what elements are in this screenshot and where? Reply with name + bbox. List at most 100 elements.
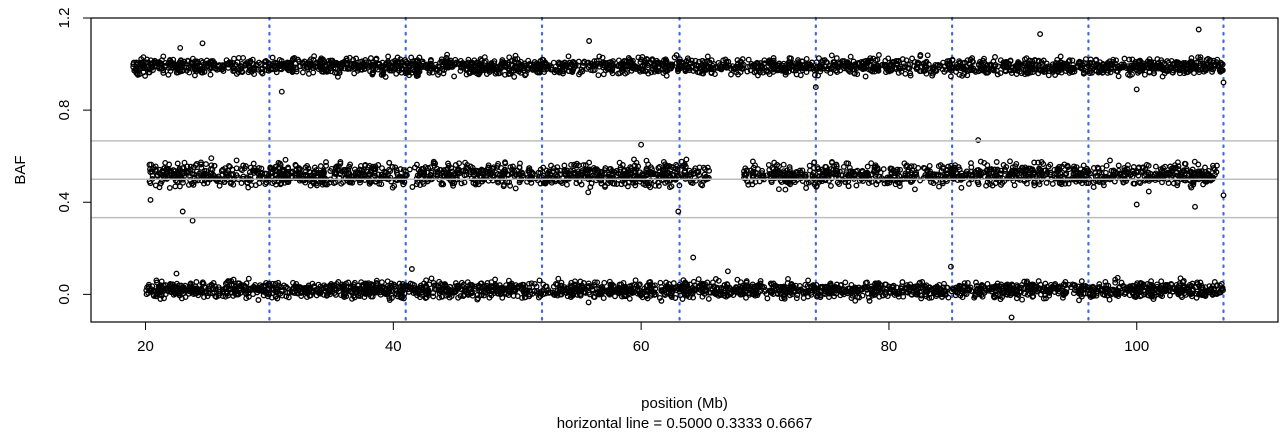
data-point: [413, 73, 420, 80]
data-point: [426, 65, 433, 72]
data-point: [1106, 63, 1113, 70]
data-point: [1112, 65, 1119, 71]
data-point: [682, 68, 689, 75]
data-point: [1115, 162, 1122, 169]
data-point: [1199, 66, 1206, 73]
data-point: [821, 63, 828, 69]
data-point: [299, 69, 306, 76]
data-point: [685, 57, 692, 64]
data-point: [1191, 70, 1197, 77]
data-point: [172, 183, 179, 190]
data-point: [385, 53, 392, 60]
data-point: [133, 66, 140, 73]
data-point: [576, 71, 582, 78]
data-point: [1052, 72, 1059, 78]
data-point: [953, 61, 960, 68]
data-point: [216, 62, 223, 69]
data-point: [683, 156, 690, 163]
data-point: [163, 62, 170, 69]
data-point-outlier: [586, 38, 593, 44]
data-point: [479, 67, 486, 74]
data-point: [593, 58, 600, 64]
data-point: [749, 158, 756, 165]
data-point: [568, 61, 575, 67]
data-point: [862, 73, 869, 80]
data-point: [1013, 71, 1020, 77]
data-point: [1103, 162, 1110, 169]
data-point: [704, 53, 711, 60]
data-point: [1176, 60, 1183, 67]
data-point: [192, 58, 198, 65]
data-point: [444, 51, 451, 58]
data-point-outlier: [638, 141, 645, 148]
data-point: [1115, 73, 1122, 80]
data-point: [165, 71, 172, 78]
data-point: [1099, 69, 1106, 76]
data-point: [716, 64, 723, 71]
data-point: [522, 72, 528, 79]
data-point: [992, 54, 998, 60]
data-point: [1168, 65, 1175, 72]
data-point: [1135, 69, 1141, 76]
data-point: [1164, 66, 1171, 73]
data-point: [1219, 67, 1226, 74]
data-point: [568, 161, 575, 168]
data-point: [1217, 59, 1224, 66]
data-point: [320, 58, 327, 65]
data-point: [914, 59, 921, 66]
data-point: [216, 182, 223, 189]
data-point: [775, 186, 782, 193]
data-point: [1121, 63, 1128, 70]
data-point: [944, 60, 951, 67]
data-point: [902, 70, 909, 77]
data-point: [317, 163, 324, 170]
data-point: [511, 73, 518, 80]
data-point: [1141, 71, 1148, 78]
data-point: [923, 70, 930, 77]
data-point: [419, 58, 426, 65]
data-point: [811, 72, 818, 78]
data-point: [208, 155, 215, 162]
data-point: [1007, 158, 1013, 165]
data-point: [934, 62, 941, 69]
data-point: [675, 68, 681, 75]
data-point: [1022, 71, 1028, 78]
data-point: [1049, 63, 1056, 70]
data-point: [909, 55, 916, 62]
data-point: [803, 185, 810, 191]
data-point: [234, 59, 241, 66]
data-point: [282, 156, 289, 163]
data-point: [1090, 184, 1097, 191]
data-point: [406, 166, 413, 173]
data-point: [745, 56, 752, 63]
data-point: [166, 184, 173, 191]
data-point: [427, 57, 434, 63]
data-point: [491, 58, 498, 65]
data-point: [438, 58, 445, 65]
data-point: [367, 55, 374, 62]
data-point: [272, 59, 279, 66]
data-point: [882, 57, 889, 64]
data-point: [815, 72, 822, 79]
data-point: [1057, 53, 1064, 60]
data-point: [671, 54, 678, 61]
data-point: [789, 60, 796, 67]
data-point: [203, 161, 209, 168]
data-point: [961, 59, 968, 66]
data-point: [683, 62, 690, 68]
data-point: [1055, 68, 1062, 75]
data-point: [194, 59, 201, 66]
data-point: [568, 63, 575, 70]
data-point-outlier: [147, 196, 154, 203]
data-point: [1005, 60, 1012, 67]
data-point: [830, 59, 837, 66]
data-point: [912, 59, 918, 65]
data-point: [1014, 67, 1021, 74]
data-point: [894, 58, 901, 65]
data-point: [644, 56, 650, 63]
data-point: [1107, 157, 1113, 164]
data-point: [506, 54, 513, 61]
data-point: [541, 66, 548, 73]
data-point: [1197, 54, 1204, 61]
